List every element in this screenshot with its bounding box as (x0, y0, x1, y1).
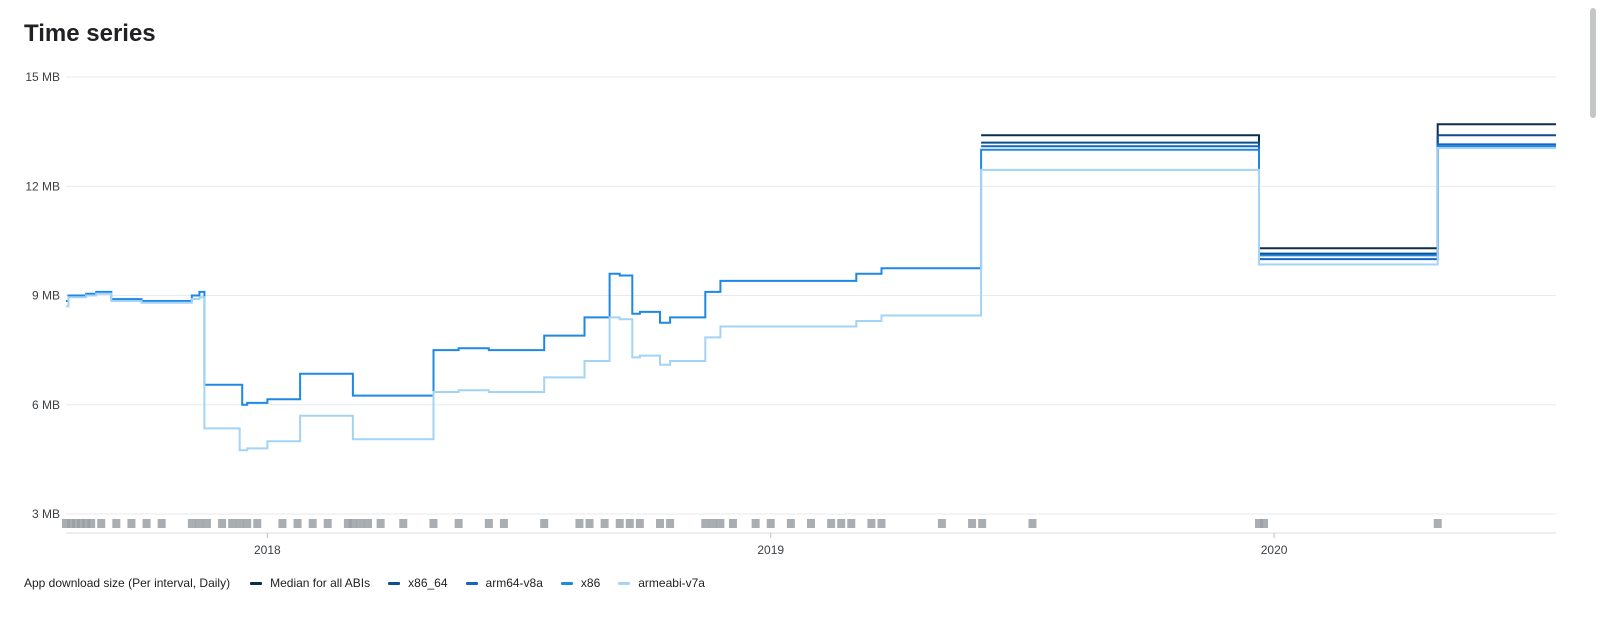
event-marker[interactable] (343, 519, 352, 528)
event-marker[interactable] (575, 519, 584, 528)
event-marker[interactable] (728, 519, 737, 528)
event-marker[interactable] (600, 519, 609, 528)
event-marker[interactable] (635, 519, 644, 528)
grid (66, 76, 1556, 515)
legend-label: x86 (580, 576, 601, 590)
event-marker[interactable] (235, 519, 244, 528)
event-marker[interactable] (364, 519, 373, 528)
event-marker[interactable] (837, 519, 846, 528)
event-marker[interactable] (499, 519, 508, 528)
event-marker[interactable] (1433, 519, 1442, 528)
legend-swatch (560, 581, 573, 585)
event-marker[interactable] (716, 519, 725, 528)
x-tick-label: 2018 (254, 543, 281, 557)
legend-swatch (465, 581, 478, 585)
event-marker[interactable] (454, 519, 463, 528)
legend-item[interactable]: x86_64 (388, 576, 448, 590)
event-marker[interactable] (766, 519, 775, 528)
event-marker[interactable] (615, 519, 624, 528)
event-marker[interactable] (708, 519, 717, 528)
series-line-armeabi-v7a[interactable] (66, 147, 1556, 452)
event-marker[interactable] (97, 519, 106, 528)
event-marker[interactable] (877, 519, 886, 528)
event-marker[interactable] (1255, 519, 1264, 528)
series-line-arm64-v8a[interactable] (981, 143, 1556, 261)
event-marker[interactable] (67, 519, 76, 528)
legend-item[interactable]: arm64-v8a (465, 576, 543, 590)
event-marker[interactable] (655, 519, 664, 528)
event-marker[interactable] (112, 519, 121, 528)
event-marker[interactable] (82, 519, 91, 528)
event-marker[interactable] (356, 519, 365, 528)
event-marker[interactable] (376, 519, 385, 528)
y-tick-label: 9 MB (32, 289, 60, 303)
event-marker[interactable] (218, 519, 227, 528)
event-marker[interactable] (978, 519, 987, 528)
event-marker[interactable] (786, 519, 795, 528)
event-marker[interactable] (323, 519, 332, 528)
series-line-x86[interactable] (66, 145, 1556, 406)
legend-label: armeabi-v7a (638, 576, 705, 590)
chart-legend: App download size (Per interval, Daily) … (24, 576, 723, 590)
event-marker[interactable] (867, 519, 876, 528)
event-marker[interactable] (827, 519, 836, 528)
x-tick-label: 2020 (1261, 543, 1288, 557)
series-line-x86-64[interactable] (981, 134, 1556, 255)
legend-item[interactable]: x86 (560, 576, 601, 590)
event-marker[interactable] (243, 519, 252, 528)
event-marker[interactable] (228, 519, 237, 528)
event-marker[interactable] (293, 519, 302, 528)
event-marker[interactable] (348, 519, 357, 528)
event-marker[interactable] (157, 519, 166, 528)
vertical-scrollbar[interactable] (1590, 8, 1596, 118)
event-marker[interactable] (429, 519, 438, 528)
event-marker[interactable] (142, 519, 151, 528)
legend-swatch (388, 581, 401, 585)
event-marker[interactable] (87, 519, 96, 528)
event-marker[interactable] (701, 519, 710, 528)
event-markers (62, 519, 1442, 528)
event-marker[interactable] (751, 519, 760, 528)
event-marker[interactable] (399, 519, 408, 528)
event-marker[interactable] (625, 519, 634, 528)
event-marker[interactable] (187, 519, 196, 528)
event-marker[interactable] (666, 519, 675, 528)
legend-label: x86_64 (408, 576, 448, 590)
legend-swatch (250, 581, 263, 585)
event-marker[interactable] (72, 519, 81, 528)
legend-label: arm64-v8a (485, 576, 543, 590)
event-marker[interactable] (62, 519, 70, 528)
event-marker[interactable] (202, 519, 211, 528)
event-marker[interactable] (1028, 519, 1037, 528)
panel-title: Time series (24, 20, 156, 47)
legend-label: Median for all ABIs (270, 576, 371, 590)
series-line-median-for-all-abis[interactable] (981, 123, 1556, 250)
event-marker[interactable] (278, 519, 287, 528)
event-marker[interactable] (127, 519, 136, 528)
event-marker[interactable] (1260, 519, 1269, 528)
y-tick-label: 12 MB (25, 179, 60, 193)
event-marker[interactable] (195, 519, 204, 528)
y-tick-label: 15 MB (25, 70, 60, 84)
event-marker[interactable] (308, 519, 317, 528)
event-marker[interactable] (484, 519, 493, 528)
event-marker[interactable] (847, 519, 856, 528)
legend-item[interactable]: armeabi-v7a (618, 576, 705, 590)
event-marker[interactable] (937, 519, 946, 528)
event-marker[interactable] (968, 519, 977, 528)
legend-item[interactable]: Median for all ABIs (250, 576, 370, 590)
event-marker[interactable] (77, 519, 86, 528)
legend-prefix: App download size (Per interval, Daily) (24, 576, 231, 590)
event-marker[interactable] (253, 519, 262, 528)
x-tick-label: 2019 (757, 543, 784, 557)
y-tick-label: 6 MB (32, 398, 60, 412)
event-marker[interactable] (540, 519, 549, 528)
y-tick-label: 3 MB (32, 507, 60, 521)
event-marker[interactable] (585, 519, 594, 528)
legend-swatch (618, 581, 631, 585)
event-marker[interactable] (807, 519, 815, 528)
